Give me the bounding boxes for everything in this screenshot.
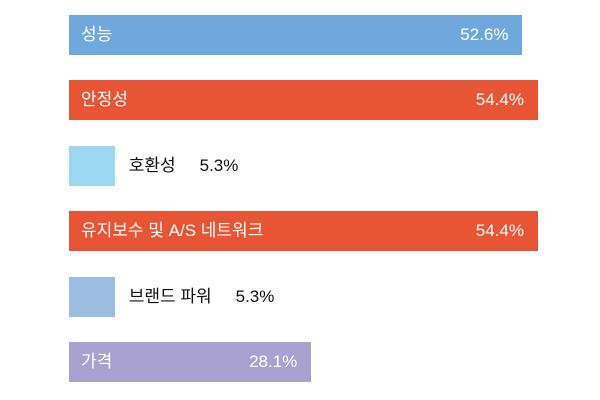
category-label: 호환성 [128,155,176,175]
bar [69,15,523,55]
category-label: 가격 [81,352,113,371]
category-label: 브랜드 파워 [128,286,212,306]
bar [69,145,115,186]
category-label: 유지보수 및 A/S 네트워크 [81,221,264,241]
category-label: 안정성 [81,90,128,110]
value-label: 28.1% [249,352,298,371]
bar [69,342,312,382]
value-label: 52.6% [460,25,509,44]
value-label: 5.3% [199,155,239,175]
value-label: 54.4% [475,221,524,241]
value-label: 5.3% [235,286,275,306]
category-label: 성능 [81,25,113,44]
bar [69,211,538,252]
bar [69,80,538,121]
value-label: 54.4% [475,90,524,110]
bar [69,276,115,317]
